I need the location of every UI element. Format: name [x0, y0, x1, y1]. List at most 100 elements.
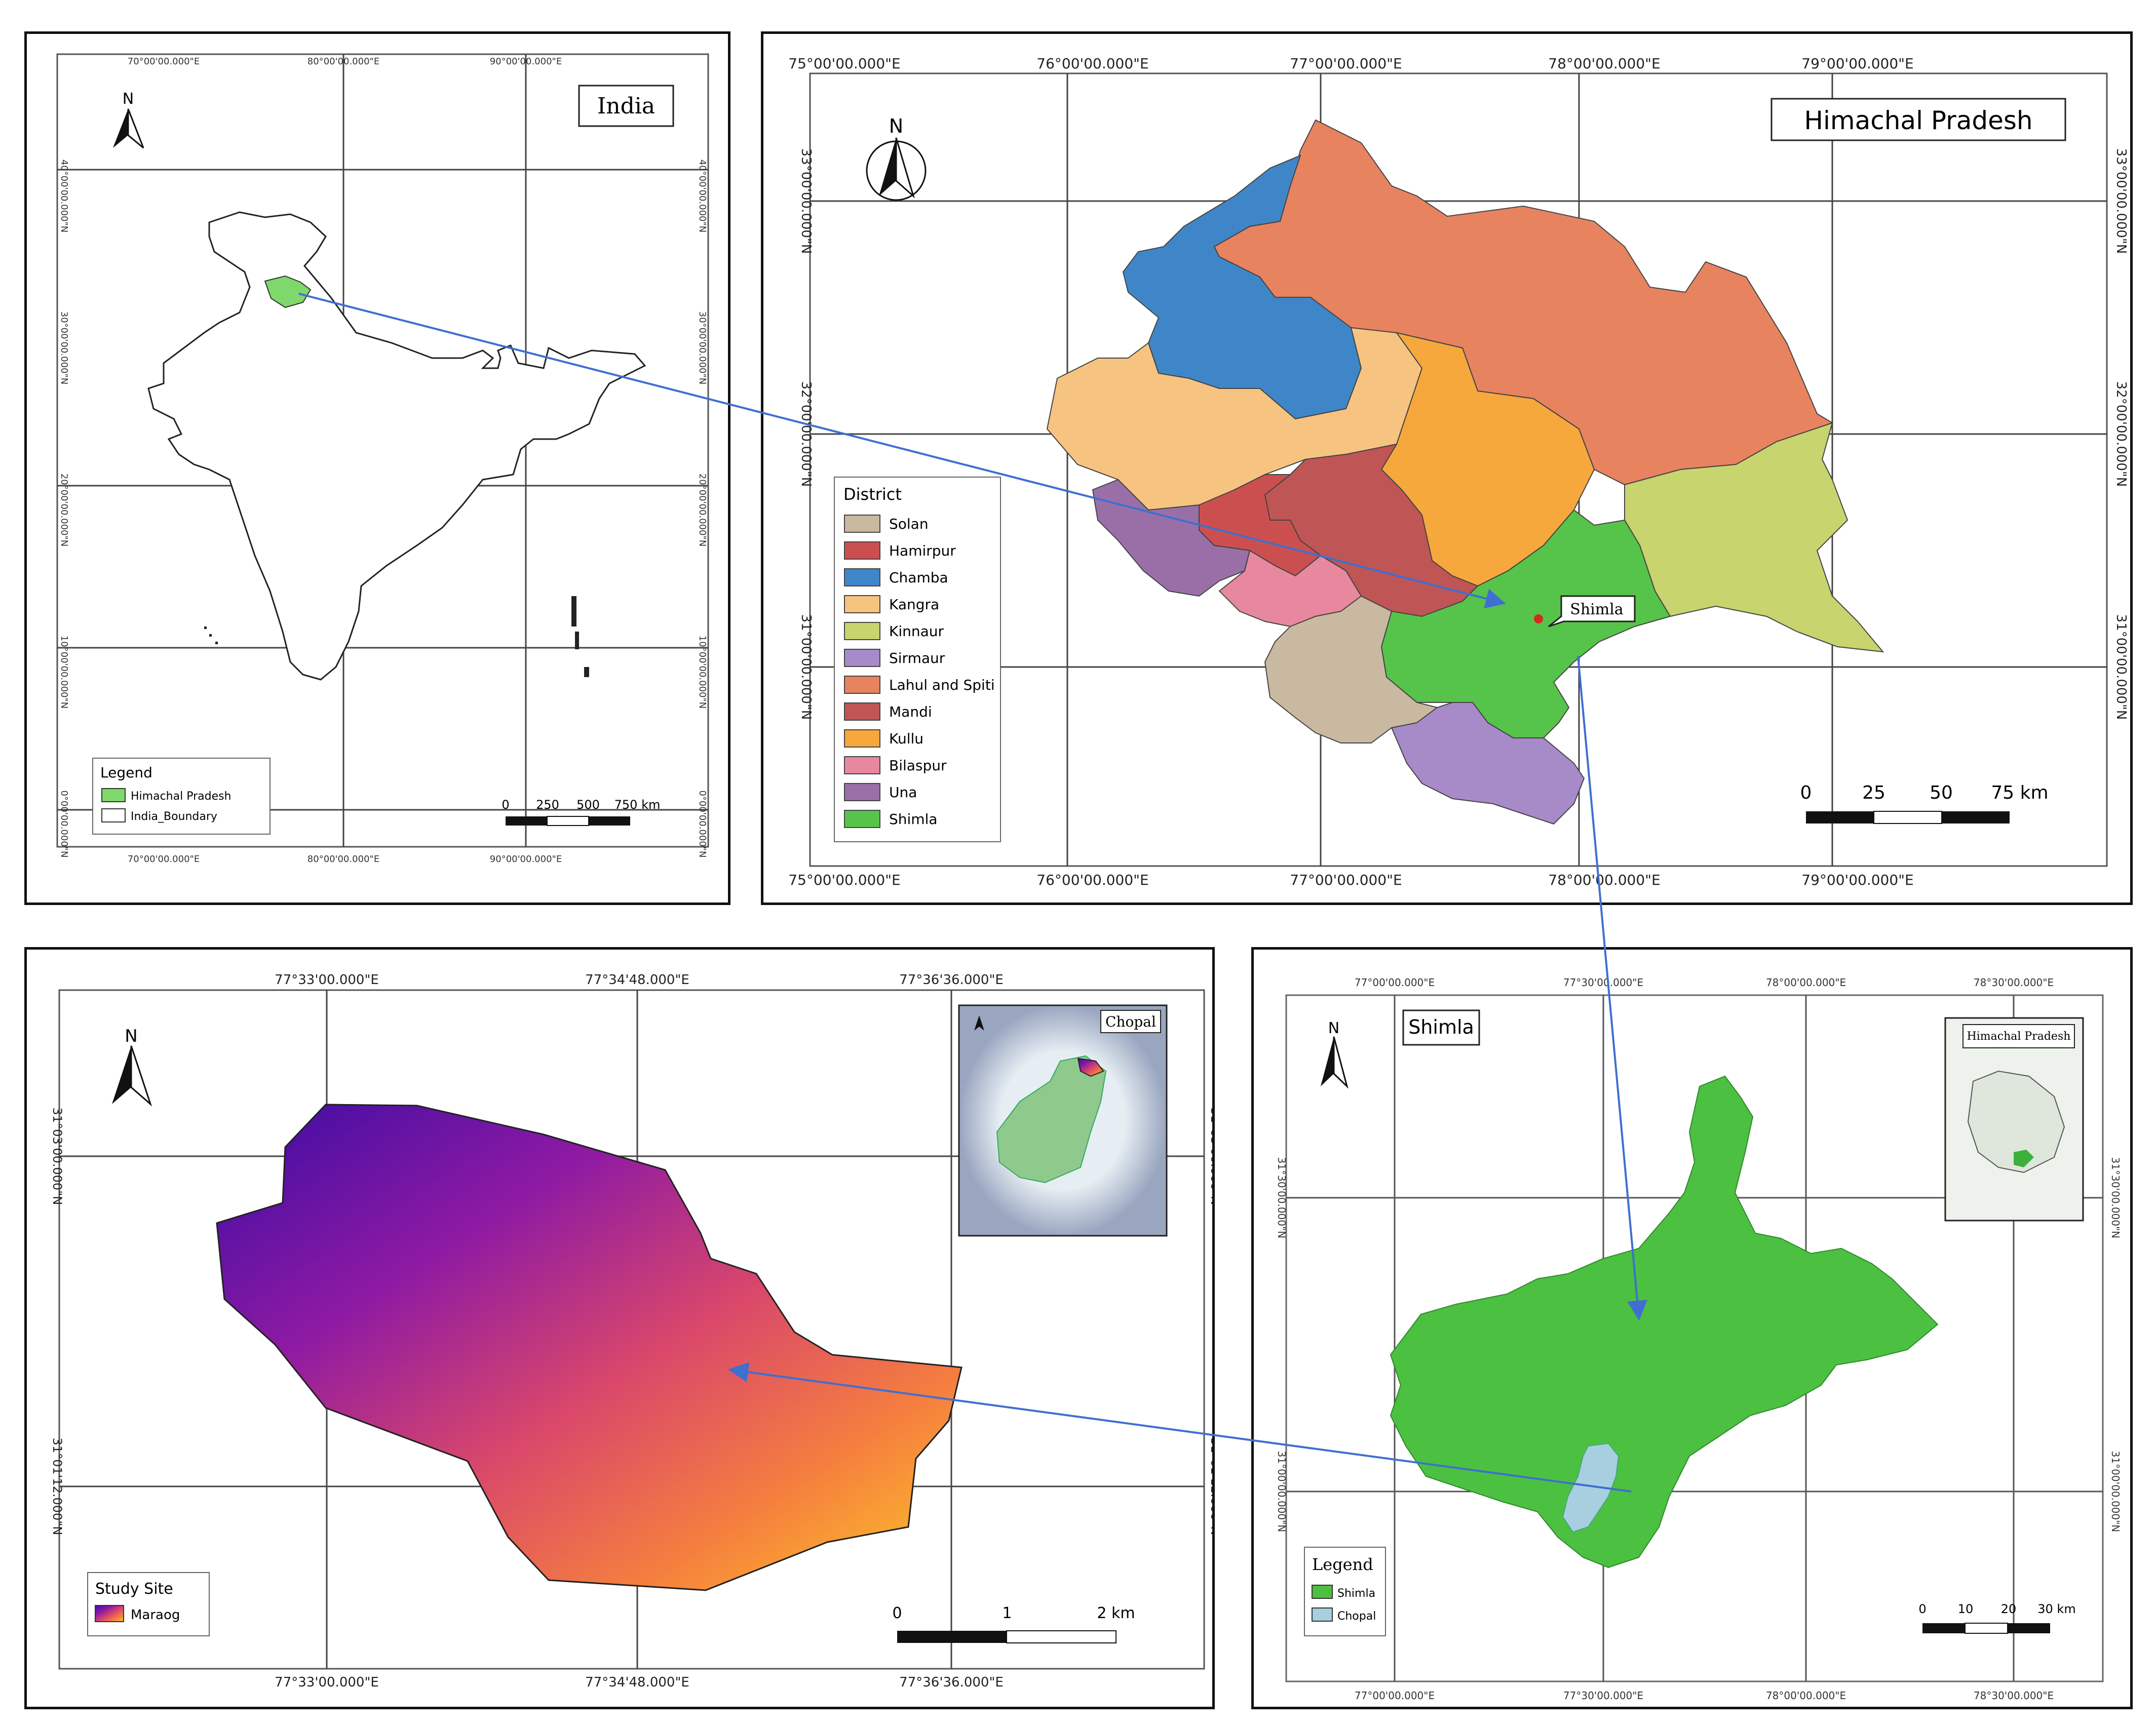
india-top-tick: 70°00'00.000"E: [128, 56, 200, 67]
shimla-bottom-tick: 78°30'00.000"E: [1974, 1690, 2054, 1702]
hp-left-tick: 33°00'00.000"N: [798, 148, 814, 254]
hp-bottom-tick: 77°00'00.000"E: [1290, 872, 1402, 888]
svg-text:N: N: [123, 90, 134, 108]
hp-district-legend: District Solan Hamirpur Chamba Kangra Kinnau…: [834, 477, 1001, 842]
shimla-left-tick: 31°30'00.000"N: [1276, 1157, 1288, 1239]
legend-swatch-kinnaur: [844, 622, 880, 640]
shimla-bottom-tick: 77°30'00.000"E: [1563, 1690, 1643, 1702]
legend-swatch-solan: [844, 515, 880, 533]
shimla-right-tick: 31°00'00.000"N: [2109, 1451, 2122, 1533]
svg-text:50: 50: [1930, 782, 1953, 803]
svg-text:0: 0: [502, 798, 509, 812]
hp-top-tick: 77°00'00.000"E: [1290, 55, 1402, 72]
india-boundary: [147, 211, 646, 681]
india-left-tick: 10°00'00.000"N: [59, 636, 69, 709]
study-top-tick: 77°34'48.000"E: [585, 972, 689, 988]
study-bottom-tick: 77°34'48.000"E: [585, 1675, 689, 1690]
india-scale-bar: 0 250 500 750 km: [502, 798, 660, 826]
shimla-bottom-tick: 78°00'00.000"E: [1766, 1690, 1846, 1702]
study-left-tick: 31°01'12.000"N: [50, 1438, 64, 1536]
shimla-title: Shimla: [1408, 1016, 1474, 1038]
svg-text:0: 0: [1800, 782, 1812, 803]
svg-text:500: 500: [576, 798, 600, 812]
hp-top-tick: 79°00'00.000"E: [1801, 55, 1914, 72]
legend-swatch-sirmaur: [844, 649, 880, 667]
legend-swatch-kangra: [844, 595, 880, 613]
hp-bottom-tick: 78°00'00.000"E: [1548, 872, 1661, 888]
legend-label-kullu: Kullu: [889, 730, 923, 747]
maraog-study-polygon: [216, 1104, 962, 1591]
legend-label-chopal: Chopal: [1337, 1610, 1376, 1623]
svg-text:1: 1: [1002, 1604, 1012, 1622]
shimla-legend: Legend Shimla Chopal: [1304, 1547, 1386, 1636]
india-right-tick: 40°00'00.000"N: [697, 160, 708, 232]
hp-bottom-tick: 75°00'00.000"E: [788, 872, 901, 888]
legend-label-una: Una: [889, 784, 917, 801]
india-bottom-tick: 80°00'00.000"E: [307, 854, 379, 865]
india-title-box: [578, 85, 674, 127]
legend-swatch-shimla: [844, 810, 880, 828]
shimla-right-tick: 31°30'00.000"N: [2109, 1157, 2122, 1239]
svg-text:2 km: 2 km: [1097, 1604, 1135, 1622]
india-north-arrow: N: [113, 90, 144, 149]
legend-swatch-kullu: [844, 729, 880, 748]
legend-swatch-lahul-and-spiti: [844, 676, 880, 694]
study-right-tick: 31°03'00.000"N: [1208, 1108, 1215, 1205]
legend-label-himachal: Himachal Pradesh: [131, 790, 232, 803]
india-bottom-tick: 90°00'00.000"E: [490, 854, 562, 865]
shimla-map-svg: Shimla N 77°00'00.000"E 77°30'00.000"E 7…: [1276, 976, 2122, 1702]
india-legend: Legend Himachal Pradesh India_Boundary: [92, 758, 271, 835]
hp-bottom-tick: 79°00'00.000"E: [1801, 872, 1914, 888]
legend-label-hamirpur: Hamirpur: [889, 542, 956, 559]
legend-label-lahul-and-spiti: Lahul and Spiti: [889, 677, 995, 693]
svg-text:N: N: [889, 115, 903, 137]
study-left-tick: 31°03'00.000"N: [50, 1108, 64, 1205]
shimla-top-tick: 78°00'00.000"E: [1766, 976, 1846, 989]
svg-text:0: 0: [892, 1604, 902, 1622]
india-left-tick: 30°00'00.000"N: [59, 311, 69, 384]
legend-label-solan: Solan: [889, 516, 929, 532]
legend-label-shimla: Shimla: [1337, 1587, 1375, 1600]
svg-text:30 km: 30 km: [2037, 1602, 2075, 1616]
shimla-top-tick: 78°30'00.000"E: [1974, 976, 2054, 989]
shimla-scale-bar: 0 10 20 30 km: [1918, 1602, 2076, 1634]
study-scale-bar: 0 1 2 km: [892, 1604, 1135, 1643]
india-legend-title: Legend: [100, 764, 152, 781]
legend-swatch-india-boundary: [101, 808, 126, 822]
study-legend-title: Study Site: [95, 1580, 173, 1598]
hp-right-tick: 31°00'00.000"N: [2113, 614, 2129, 720]
hp-inset-title: Himachal Pradesh: [1967, 1030, 2071, 1043]
svg-text:750 km: 750 km: [614, 798, 661, 812]
legend-label-kinnaur: Kinnaur: [889, 623, 944, 640]
hp-bottom-tick: 76°00'00.000"E: [1036, 872, 1149, 888]
india-map-panel: India N 70°00'00.000"E 80°00'00.000"E 90…: [24, 31, 730, 905]
shimla-title-box: [1402, 1009, 1480, 1046]
hp-scale-bar: 0 25 50 75 km: [1800, 782, 2049, 824]
legend-swatch-hamirpur: [844, 541, 880, 560]
hp-shimla-callout: Shimla: [1534, 595, 1636, 627]
shimla-bottom-tick: 77°00'00.000"E: [1355, 1690, 1435, 1702]
legend-label-maraog: Maraog: [131, 1607, 180, 1623]
svg-text:10: 10: [1958, 1602, 1974, 1616]
legend-swatch-una: [844, 783, 880, 801]
india-right-tick: 10°00'00.000"N: [697, 636, 708, 709]
study-right-tick: 31°01'12.000"N: [1208, 1438, 1215, 1536]
legend-label-sirmaur: Sirmaur: [889, 650, 945, 666]
india-top-tick: 90°00'00.000"E: [490, 56, 562, 67]
legend-label-shimla: Shimla: [889, 811, 938, 828]
india-top-tick: 80°00'00.000"E: [307, 56, 379, 67]
svg-text:25: 25: [1862, 782, 1885, 803]
himachal-map-svg: Himachal Pradesh N 75°00'00.000"E 76°00'…: [788, 55, 2129, 888]
hp-left-tick: 32°00'00.000"N: [798, 381, 814, 487]
legend-label-mandi: Mandi: [889, 703, 932, 720]
legend-swatch-mandi: [844, 702, 880, 721]
india-title: India: [597, 93, 655, 119]
chopal-inset-title: Chopal: [1105, 1013, 1156, 1030]
shimla-map-frame: [1285, 994, 2104, 1682]
study-map-frame: [58, 989, 1205, 1670]
chopal-inset-map: Chopal: [958, 1004, 1168, 1237]
legend-swatch-himachal: [101, 788, 126, 802]
hp-left-tick: 31°00'00.000"N: [798, 614, 814, 720]
hp-top-tick: 76°00'00.000"E: [1036, 55, 1149, 72]
shimla-top-tick: 77°00'00.000"E: [1355, 976, 1435, 989]
